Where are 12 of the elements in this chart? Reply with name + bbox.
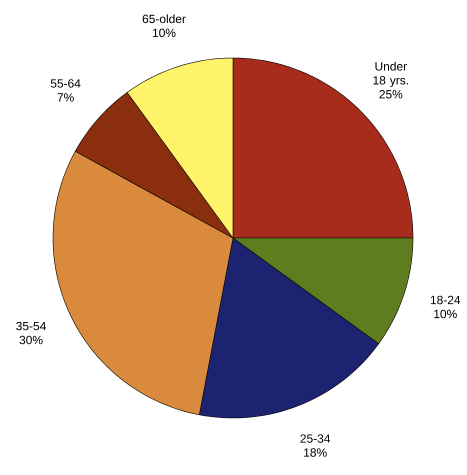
data-label: 25% [379, 90, 402, 98]
data-label: 30% [20, 336, 43, 344]
slice-label: 18-24 [430, 296, 460, 304]
slice-label: 55-64 [50, 79, 81, 88]
data-label: 18% [304, 448, 327, 457]
data-label: 7% [58, 93, 74, 102]
slice-label: 65-older [142, 14, 186, 24]
slice-label: Under 18 yrs. [373, 62, 408, 87]
slice-label: 35-54 [16, 322, 46, 330]
data-label: 10% [434, 310, 457, 318]
data-label: 10% [152, 28, 176, 38]
slice-label: 25-34 [300, 434, 330, 443]
